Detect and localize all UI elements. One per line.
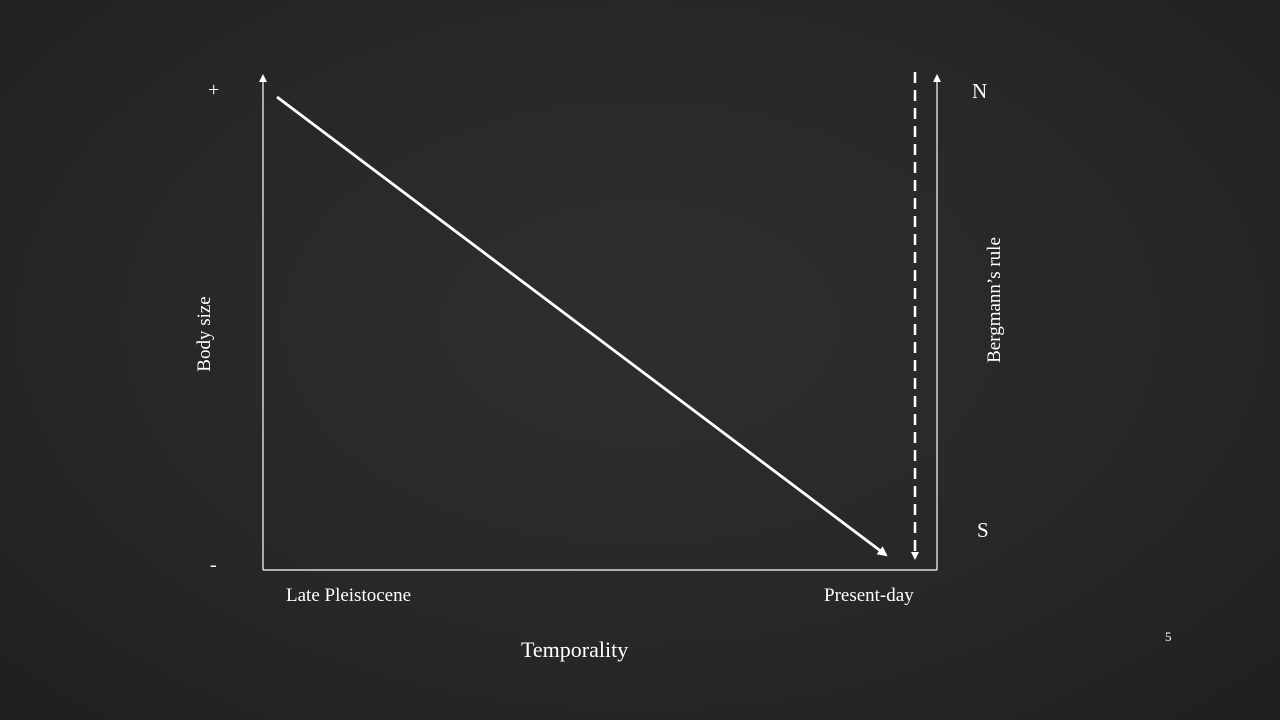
x-axis-title: Temporality (521, 637, 629, 662)
trend-arrow (276, 95, 888, 557)
page-number: 5 (1165, 629, 1172, 644)
x-axis-start-label: Late Pleistocene (286, 585, 412, 606)
right-axis-bottom-label: S (977, 518, 989, 542)
y-axis-top-sign: + (208, 79, 220, 101)
right-axis-top-label: N (972, 79, 988, 103)
y-axis-bottom-sign: - (210, 554, 217, 576)
x-axis-end-label: Present-day (824, 585, 914, 606)
right-axis-title: Bergmann’s rule (984, 237, 1005, 363)
y-axis-title: Body size (194, 296, 215, 372)
